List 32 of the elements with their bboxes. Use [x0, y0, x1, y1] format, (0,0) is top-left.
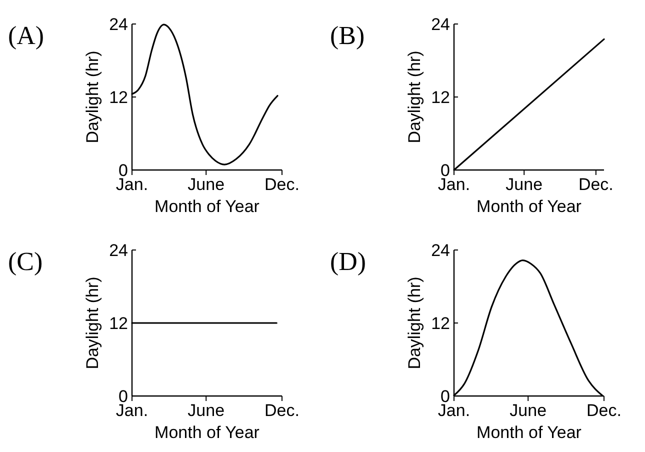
y-tick-label: 12 — [109, 314, 128, 333]
y-tick-label: 24 — [431, 14, 450, 34]
x-axis-title: Month of Year — [476, 423, 582, 442]
chart-title: (B) — [330, 21, 365, 50]
y-tick-label: 24 — [109, 240, 128, 260]
x-tick-label: June — [188, 175, 225, 194]
x-tick-label: June — [510, 401, 547, 420]
x-tick-label: Dec. — [264, 401, 300, 420]
x-tick-label: June — [506, 175, 543, 194]
x-tick-label: Jan. — [438, 175, 470, 194]
chart-title: (D) — [330, 247, 366, 276]
x-tick-label: Dec. — [578, 175, 614, 194]
y-axis-title: Daylight (hr) — [83, 276, 102, 370]
x-axis-title: Month of Year — [154, 423, 260, 442]
y-axis-title: Daylight (hr) — [83, 50, 102, 144]
y-tick-label: 12 — [431, 314, 450, 333]
chart-title: (A) — [8, 21, 44, 50]
y-tick-label: 12 — [431, 88, 450, 107]
x-tick-label: Dec. — [586, 401, 622, 420]
y-tick-label: 12 — [109, 88, 128, 107]
chart-title: (C) — [8, 247, 43, 276]
y-tick-label: 24 — [431, 240, 450, 260]
x-tick-label: Jan. — [438, 401, 470, 420]
x-tick-label: Jan. — [116, 175, 148, 194]
x-tick-label: June — [188, 401, 225, 420]
x-tick-label: Jan. — [116, 401, 148, 420]
y-tick-label: 24 — [109, 14, 128, 34]
x-axis-title: Month of Year — [154, 197, 260, 216]
y-axis-title: Daylight (hr) — [405, 50, 424, 144]
y-axis-title: Daylight (hr) — [405, 276, 424, 370]
x-axis-title: Month of Year — [476, 197, 582, 216]
x-tick-label: Dec. — [264, 175, 300, 194]
